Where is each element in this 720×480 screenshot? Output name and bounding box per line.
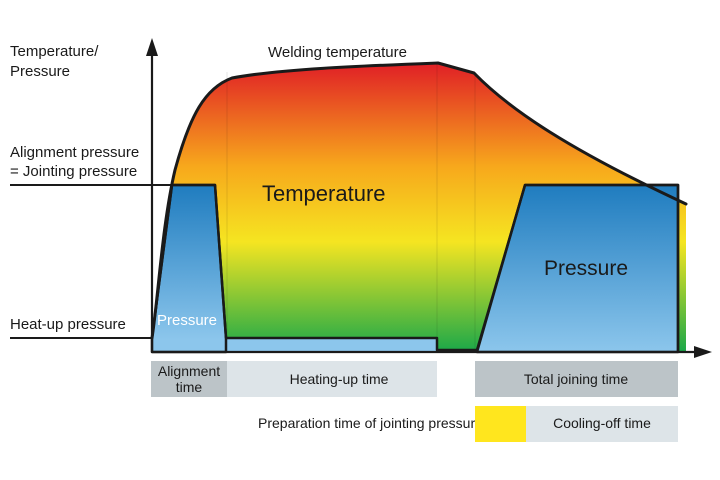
cooling-off-time-bar [526, 406, 678, 442]
heating-up-time-bar [227, 361, 437, 397]
jointing-pressure-area-label: Pressure [544, 257, 628, 280]
temperature-area-label: Temperature [262, 181, 386, 206]
preparation-time-marker [475, 406, 526, 442]
pressure-profile-line [150, 183, 680, 352]
alignment-time-label-line1: Alignment [158, 363, 220, 379]
total-joining-time-bar [475, 361, 678, 397]
alignment-pressure-label-line2: = Jointing pressure [10, 163, 137, 180]
heating-up-time-label: Heating-up time [290, 371, 389, 387]
x-axis-arrow [694, 346, 712, 358]
temperature-curve [150, 61, 688, 340]
y-axis-label-line1: Temperature/ [10, 43, 99, 60]
y-axis-arrow [146, 38, 158, 56]
total-joining-time-label: Total joining time [524, 371, 628, 387]
preparation-time-label: Preparation time of jointing pressure [258, 415, 483, 431]
alignment-time-bar [151, 361, 227, 397]
y-axis-label-line2: Pressure [10, 63, 70, 80]
phase-guide-lines [226, 63, 476, 352]
alignment-time-label-line2: time [176, 379, 203, 395]
heatup-pressure-label: Heat-up pressure [10, 316, 126, 333]
alignment-pressure-area-label: Pressure [157, 312, 217, 329]
alignment-pressure-label-line1: Alignment pressure [10, 144, 139, 161]
cooling-off-time-label: Cooling-off time [553, 415, 651, 431]
welding-temperature-label: Welding temperature [268, 44, 407, 61]
